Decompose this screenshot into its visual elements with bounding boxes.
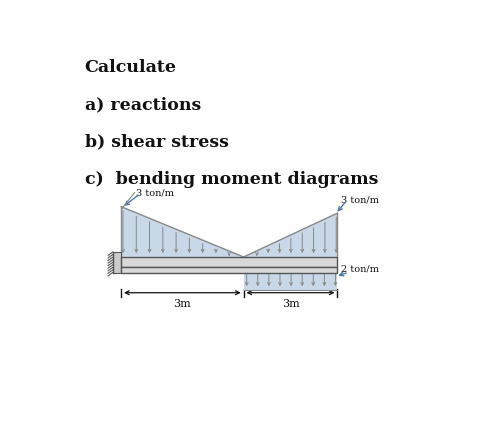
Polygon shape (121, 207, 244, 257)
Text: 3 ton/m: 3 ton/m (341, 195, 379, 204)
Bar (121, 257, 337, 268)
Text: Calculate: Calculate (85, 59, 177, 76)
Text: c)  bending moment diagrams: c) bending moment diagrams (85, 171, 378, 188)
Text: 3m: 3m (282, 299, 299, 308)
Text: 3m: 3m (173, 299, 191, 308)
Text: b) shear stress: b) shear stress (85, 133, 229, 151)
Polygon shape (244, 268, 337, 290)
Text: a) reactions: a) reactions (85, 96, 201, 113)
Text: 3 ton/m: 3 ton/m (136, 189, 174, 198)
Text: 2 ton/m: 2 ton/m (341, 264, 379, 273)
Bar (121, 268, 337, 273)
Bar (113, 252, 121, 273)
Polygon shape (244, 213, 337, 257)
